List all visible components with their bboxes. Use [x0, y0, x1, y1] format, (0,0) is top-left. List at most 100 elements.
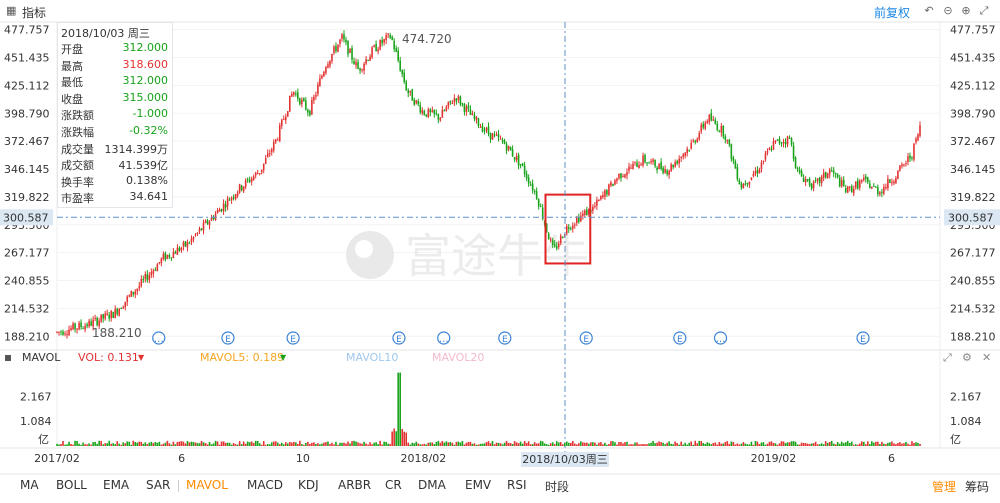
candle-body	[770, 149, 773, 151]
volume-bar	[700, 441, 703, 446]
expand-icon[interactable]: ⤢	[979, 4, 989, 17]
volume-bar	[264, 444, 267, 446]
candle-body	[744, 183, 747, 185]
adjust-mode-button[interactable]: 前复权	[874, 6, 911, 20]
volume-bar	[361, 443, 363, 446]
candle-body	[871, 186, 873, 189]
tab-时段[interactable]: 时段	[545, 480, 570, 494]
candle-body	[624, 174, 626, 178]
volume-bar	[497, 442, 500, 446]
volume-bar	[594, 442, 596, 446]
tab-ema[interactable]: EMA	[103, 478, 130, 492]
tab-sar[interactable]: SAR	[146, 478, 171, 492]
volume-bar	[272, 441, 275, 446]
volume-bar	[401, 429, 403, 446]
volume-bar	[792, 441, 795, 446]
volume-bar	[640, 444, 642, 446]
manage-button[interactable]: 管理	[932, 480, 957, 494]
candle-body	[648, 162, 650, 164]
candle-body	[92, 319, 94, 327]
info-label: 市盈率	[61, 192, 94, 206]
settings-icon[interactable]: ⚙	[962, 351, 972, 364]
candle-body	[515, 156, 518, 161]
chips-button[interactable]: 筹码	[965, 480, 990, 494]
zoom-in-icon[interactable]: ⊕	[961, 4, 971, 17]
candle-body	[325, 67, 327, 73]
volume-bar	[357, 442, 359, 446]
candle-body	[234, 194, 237, 200]
candle-body	[497, 133, 500, 138]
volume-bar	[138, 441, 141, 446]
tab-mavol[interactable]: MAVOL	[186, 478, 228, 492]
volume-bar	[871, 441, 873, 446]
candle-body	[449, 100, 452, 103]
candle-body	[503, 140, 506, 144]
volume-bar	[461, 440, 464, 446]
volume-bar	[246, 441, 249, 446]
candle-body	[371, 47, 373, 58]
vol-dropdown-icon[interactable]: ▼	[138, 353, 145, 362]
ma5-dropdown-icon[interactable]: ▼	[280, 353, 287, 362]
volume-bar	[341, 442, 343, 446]
candle-body	[776, 139, 779, 141]
candle-body	[122, 307, 125, 309]
tab-rsi[interactable]: RSI	[507, 478, 527, 492]
volume-bar	[248, 442, 251, 446]
candle-body	[60, 331, 62, 333]
tab-ma[interactable]: MA	[20, 478, 39, 492]
volume-bar	[256, 441, 259, 446]
candle-body	[431, 110, 434, 113]
volume-bar	[315, 443, 317, 446]
volume-bar	[580, 441, 582, 446]
tab-arbr[interactable]: ARBR	[338, 478, 372, 492]
volume-bar	[369, 442, 371, 446]
candle-body	[244, 180, 247, 188]
volume-bar	[210, 444, 213, 446]
candle-body	[248, 179, 251, 183]
tab-emv[interactable]: EMV	[465, 478, 492, 492]
candle-body	[541, 207, 544, 220]
volume-bar	[383, 441, 385, 446]
expand-volume-icon[interactable]: ⤢	[943, 351, 952, 364]
candle-body	[272, 141, 275, 151]
tab-macd[interactable]: MACD	[247, 478, 283, 492]
volume-bar	[381, 444, 383, 446]
candle-body	[726, 139, 729, 142]
close-icon[interactable]: ✕	[982, 351, 992, 364]
info-label: 最高	[61, 59, 83, 73]
volume-tick-label: 2.167	[950, 390, 982, 403]
volume-bar	[463, 444, 466, 446]
volume-bar	[850, 441, 853, 446]
info-value: 0.138%	[126, 173, 168, 187]
candle-body	[630, 167, 632, 169]
candle-body	[313, 96, 315, 101]
undo-icon[interactable]: ↶	[924, 4, 934, 17]
tab-kdj[interactable]: KDJ	[298, 478, 319, 492]
volume-bar	[244, 443, 247, 446]
candle-body	[578, 216, 580, 223]
volume-bar	[86, 444, 88, 446]
price-tick-label: 267.177	[4, 247, 50, 260]
ohlc-info-panel: 2018/10/03 周三 开盘 312.000 最高 318.600 最低 312.00…	[57, 22, 173, 208]
candle-body	[329, 60, 331, 66]
tab-cr[interactable]: CR	[385, 478, 402, 492]
tab-boll[interactable]: BOLL	[56, 478, 87, 492]
volume-bar	[895, 444, 897, 446]
volume-bar	[435, 441, 438, 446]
zoom-out-icon[interactable]: ⊝	[943, 4, 953, 17]
volume-bar	[60, 443, 62, 446]
volume-bar	[280, 442, 283, 446]
tab-dma[interactable]: DMA	[418, 478, 446, 492]
volume-bar	[885, 444, 887, 446]
candle-body	[425, 114, 428, 117]
volume-bar	[291, 442, 293, 446]
candle-body	[459, 96, 462, 105]
candle-body	[732, 157, 735, 161]
volume-bar	[738, 444, 741, 446]
candle-body	[852, 188, 855, 194]
candle-body	[481, 125, 484, 132]
volume-bar	[393, 428, 395, 446]
candle-body	[443, 110, 446, 112]
candle-body	[359, 68, 361, 71]
volume-bar	[242, 441, 245, 446]
